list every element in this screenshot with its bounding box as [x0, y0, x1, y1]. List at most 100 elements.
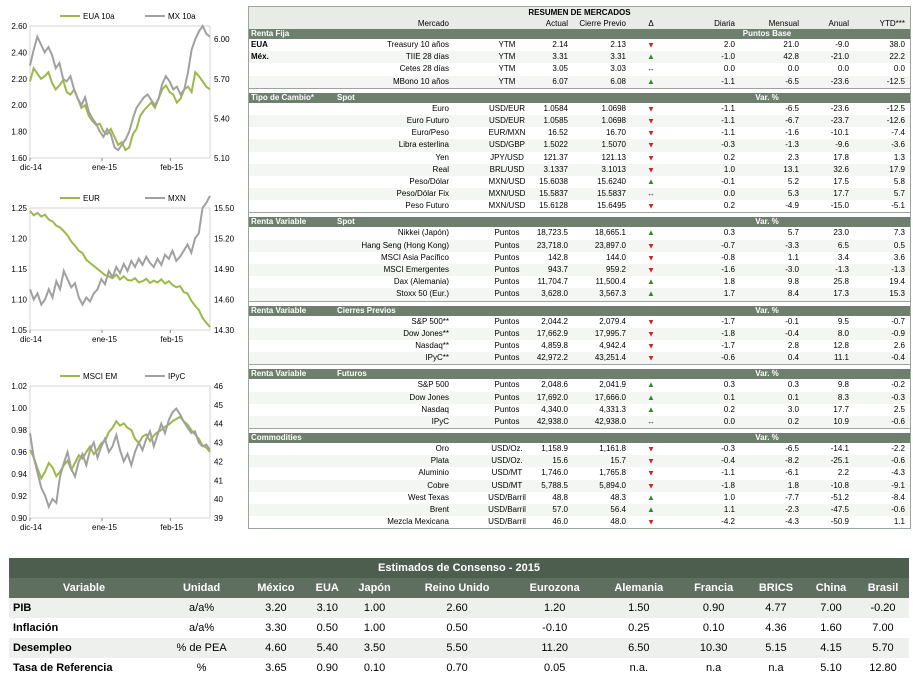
- row-actual: 15.6038: [539, 176, 568, 186]
- trend-arrow-icon: ▲: [647, 518, 655, 528]
- section-header: Tipo de Cambio* Spot Var. %: [249, 92, 910, 103]
- row-previo: 15.6495: [597, 201, 626, 211]
- row-unit: USD/Barril: [488, 492, 526, 502]
- row-actual: 5,788.5: [541, 480, 568, 490]
- row-name: Dow Jones: [409, 392, 449, 402]
- row-actual: 15.6: [552, 456, 568, 466]
- consensus-cell: 6.50: [597, 638, 681, 658]
- row-unit: USD/GBP: [488, 140, 525, 150]
- row-name: Peso/Dólar Fix: [396, 189, 449, 199]
- row-mensual: 5.7: [787, 228, 799, 238]
- row-mensual: 5.2: [787, 176, 799, 186]
- header-anual: Anual: [828, 19, 849, 28]
- row-previo: 48.3: [610, 492, 626, 502]
- row-ytd: -5.1: [891, 201, 905, 211]
- series-line: [29, 65, 211, 152]
- row-name: Euro: [432, 103, 449, 113]
- header-mensual: Mensual: [768, 19, 799, 28]
- row-diaria: 1.0: [723, 492, 735, 502]
- row-mensual: -8.2: [785, 456, 799, 466]
- row-ytd: 3.6: [893, 252, 905, 262]
- market-row: MSCI Asia Pacífico Puntos 142.8 144.0 ▲ -0.8 1…: [249, 252, 910, 264]
- x-tick: ene-15: [92, 335, 117, 344]
- row-previo: 121.13: [601, 152, 626, 162]
- market-row: Oro USD/Oz. 1,158.9 1,161.8 ▲ -0.3 -6.5 -14.1 -2…: [249, 443, 910, 455]
- row-anual: 32.6: [833, 164, 849, 174]
- row-anual: -25.1: [830, 456, 849, 466]
- consensus-cell: 12.80: [869, 662, 897, 674]
- market-row: Aluminio USD/MT 1,746.0 1,765.8 ▲ -1.1 -6.1 2.2…: [249, 467, 910, 479]
- row-mensual: -1.3: [785, 140, 799, 150]
- row-actual: 4,859.8: [541, 340, 568, 350]
- row-mensual: -0.1: [785, 316, 799, 326]
- row-name: Dax (Alemania): [393, 277, 449, 287]
- y-left-tick: 1.00: [11, 404, 27, 413]
- y-right-tick: 5.10: [214, 154, 230, 163]
- trend-arrow-icon: ▲: [647, 241, 655, 251]
- row-anual: -15.0: [830, 201, 849, 211]
- y-left-tick: 0.92: [11, 492, 27, 501]
- row-mensual: 0.4: [787, 353, 799, 363]
- row-actual: 11,704.7: [537, 277, 568, 287]
- consensus-cell: 3.65: [265, 662, 287, 674]
- row-name: Plata: [430, 456, 449, 466]
- row-name: Brent: [429, 505, 449, 514]
- row-previo: 15.7: [610, 456, 626, 466]
- row-anual: 17.7: [833, 404, 849, 414]
- section-label: Tipo de Cambio*: [251, 92, 314, 102]
- consensus-cell: 4.77: [746, 598, 806, 618]
- x-tick: ene-15: [92, 163, 117, 172]
- section-units: Var. %: [755, 305, 779, 315]
- row-anual: -23.6: [830, 76, 849, 86]
- consensus-cell: 0.05: [543, 662, 566, 674]
- row-name: Cobre: [427, 480, 449, 490]
- chart-equities: MSCI EM IPyC 1.02 1.00 0.98 0.96 0.94 0.92 0.90 4…: [0, 368, 240, 538]
- consensus-cell: 3.50: [347, 638, 403, 658]
- row-unit: Puntos: [494, 380, 520, 390]
- y-left-tick: 2.60: [11, 22, 27, 31]
- row-anual: 0.0: [837, 64, 849, 74]
- row-diaria: -1.1: [721, 103, 735, 113]
- consensus-cell: 3.30: [265, 622, 287, 634]
- section-header: Renta Variable Futuros Var. %: [249, 369, 910, 380]
- consensus-cell: n.a: [705, 662, 722, 674]
- row-diaria: 0.0: [723, 64, 735, 74]
- row-ytd: 5.8: [893, 176, 905, 186]
- row-previo: 1,765.8: [599, 468, 626, 478]
- row-previo: 3,567.3: [599, 289, 626, 299]
- consensus-col-header: EUA: [307, 578, 348, 598]
- row-ytd: -0.2: [891, 380, 905, 390]
- trend-arrow-icon: ▲: [647, 317, 655, 327]
- row-name: Peso Futuro: [405, 201, 449, 211]
- row-tag: Méx.: [251, 52, 269, 62]
- trend-arrow-icon: ▲: [647, 266, 655, 275]
- row-diaria: 2.0: [723, 40, 735, 49]
- consensus-cell: %: [196, 662, 207, 674]
- row-mensual: -6.5: [785, 444, 799, 454]
- trend-arrow-icon: ▲: [647, 176, 655, 186]
- y-left-tick: 1.25: [11, 204, 27, 213]
- row-previo: 3.31: [610, 52, 626, 62]
- consensus-cell: 2.60: [402, 598, 513, 618]
- consensus-col-header: Unidad: [159, 578, 245, 598]
- section-header: Renta Variable Cierres Previos Var. %: [249, 305, 910, 316]
- x-tick: dic-14: [20, 523, 42, 532]
- row-anual: 10.9: [833, 416, 849, 426]
- market-row: EUA Treasury 10 años YTM 2.14 2.13 ▲ 2.0 21.0 -9…: [249, 39, 910, 51]
- row-previo: 23,897.0: [594, 240, 626, 250]
- market-row: S&P 500 Puntos 2,048.6 2,041.9 ▲ 0.3 0.3 9.8 -0.…: [249, 379, 910, 391]
- row-previo: 2.13: [610, 40, 626, 49]
- y-left-tick: 2.00: [11, 101, 27, 110]
- row-unit: EUR/MXN: [488, 128, 526, 138]
- row-actual: 42,938.0: [536, 416, 568, 426]
- row-previo: 1.0698: [601, 115, 626, 125]
- row-unit: YTM: [498, 52, 516, 62]
- row-ytd: -12.6: [886, 115, 905, 125]
- consensus-cell: 4.15: [805, 638, 857, 658]
- row-anual: -9.6: [835, 140, 849, 150]
- y-left-tick: 2.20: [11, 75, 27, 84]
- market-row: Peso/Dólar MXN/USD 15.6038 15.6240 ▲ -0.1 5.2 1…: [249, 176, 910, 188]
- market-summary-header: Mercado Actual Cierre Previo Δ Diaria Me…: [249, 18, 910, 29]
- row-unit: USD/MT: [491, 480, 523, 490]
- row-diaria: -0.6: [721, 353, 735, 363]
